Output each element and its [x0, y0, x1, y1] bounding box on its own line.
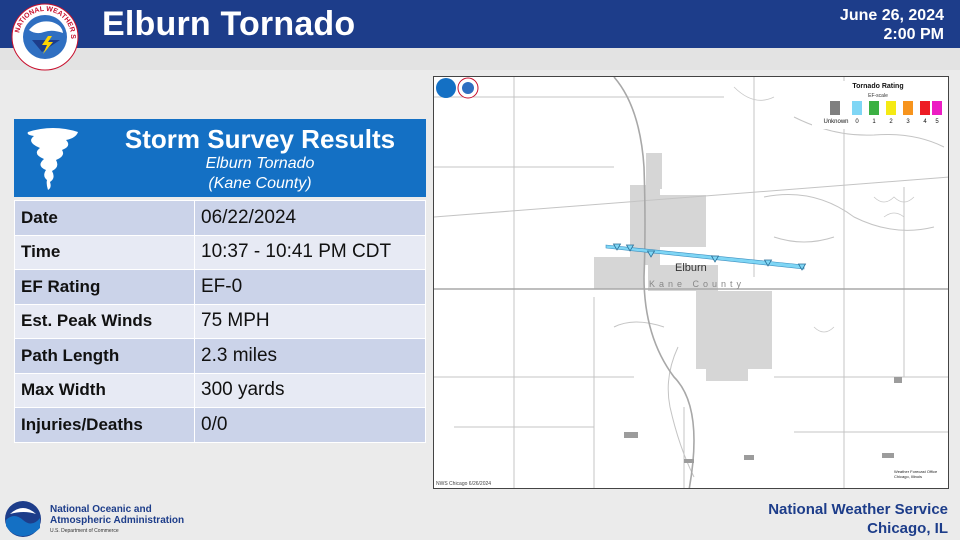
tornado-icon — [27, 128, 79, 190]
row-value: 0/0 — [194, 407, 426, 443]
header-strip — [0, 48, 960, 70]
legend-swatch — [903, 101, 913, 115]
track-marker — [646, 250, 656, 258]
legend-label: 3 — [906, 119, 910, 125]
row-value: 300 yards — [194, 372, 426, 408]
noaa-department: U.S. Department of Commerce — [50, 528, 119, 534]
footer-bar — [0, 497, 960, 540]
map-legend: Tornado Rating EF-scale Unknown 0 1 2 3 4 5 — [812, 81, 944, 129]
row-label: Est. Peak Winds — [14, 303, 195, 339]
legend-label: Unknown — [823, 119, 849, 125]
tornado-track — [605, 243, 807, 271]
row-label: Injuries/Deaths — [14, 407, 195, 443]
town-label: Elburn — [675, 262, 707, 274]
survey-subtitle: Elburn Tornado — [205, 155, 315, 172]
legend-swatch — [830, 101, 840, 115]
survey-results-table: Date 06/22/2024 Time 10:37 - 10:41 PM CD… — [14, 200, 426, 443]
legend-swatch — [920, 101, 930, 115]
header-bar — [0, 0, 960, 48]
track-marker — [625, 244, 635, 252]
noaa-logo — [5, 501, 41, 537]
survey-header: Storm Survey Results Elburn Tornado (Kan… — [14, 119, 426, 197]
legend-subtitle: EF-scale — [868, 93, 888, 99]
table-row: Path Length 2.3 miles — [14, 338, 426, 374]
row-value: 75 MPH — [194, 303, 426, 339]
highway — [434, 77, 948, 488]
office-text-line-2: Chicago, Illinois — [894, 474, 923, 479]
legend-swatch — [852, 101, 862, 115]
office-text: Weather Forecast Office Chicago, Illinoi… — [894, 469, 937, 479]
legend-label: 2 — [889, 119, 893, 125]
county-label: Kane County — [649, 279, 746, 289]
legend-swatch — [869, 101, 879, 115]
survey-title: Storm Survey Results — [124, 124, 396, 154]
row-value: 2.3 miles — [194, 338, 426, 374]
row-label: Max Width — [14, 372, 195, 408]
noaa-mini-icon — [436, 78, 456, 98]
legend-swatch — [886, 101, 896, 115]
legend-label: 5 — [935, 119, 939, 125]
row-label: Path Length — [14, 338, 195, 374]
header-date: June 26, 2024 — [839, 7, 944, 24]
map-credit: NWS Chicago 6/26/2024 — [436, 481, 492, 487]
row-label: EF Rating — [14, 269, 195, 305]
table-row: Max Width 300 yards — [14, 372, 426, 408]
table-row: Date 06/22/2024 — [14, 200, 426, 236]
legend-label: 0 — [855, 119, 859, 125]
nws-logo: NATIONAL WEATHER SERVICE — [8, 2, 79, 71]
track-marker — [763, 259, 773, 267]
noaa-name-line-1: National Oceanic and — [50, 504, 152, 515]
tornado-track-map[interactable]: Elburn Kane County Tornado Rating EF-sca… — [433, 76, 949, 489]
date-time: June 26, 2024 2:00 PM — [840, 6, 944, 44]
legend-swatch — [932, 101, 942, 115]
track-marker — [612, 243, 622, 251]
track-marker — [797, 263, 807, 271]
nws-office: National Weather Service Chicago, IL — [768, 500, 948, 538]
table-row: Injuries/Deaths 0/0 — [14, 407, 426, 443]
table-row: Est. Peak Winds 75 MPH — [14, 303, 426, 339]
legend-label: 4 — [923, 119, 927, 125]
nws-office-location: Chicago, IL — [867, 520, 948, 537]
office-logos — [436, 77, 479, 99]
row-value: 06/22/2024 — [194, 200, 426, 236]
legend-label: 1 — [872, 119, 876, 125]
nws-office-name: National Weather Service — [768, 501, 948, 518]
row-value: EF-0 — [194, 269, 426, 305]
page-title: Elburn Tornado — [102, 5, 356, 43]
noaa-name-line-2: Atmospheric Administration — [50, 515, 185, 526]
table-row: EF Rating EF-0 — [14, 269, 426, 305]
tornado-path — [605, 244, 805, 270]
survey-county: (Kane County) — [208, 175, 312, 192]
header-time: 2:00 PM — [883, 26, 944, 43]
buildings — [624, 377, 902, 463]
track-marker — [710, 255, 720, 263]
row-label: Date — [14, 200, 195, 236]
table-row: Time 10:37 - 10:41 PM CDT — [14, 234, 426, 270]
legend-title: Tornado Rating — [852, 83, 904, 90]
row-value: 10:37 - 10:41 PM CDT — [194, 234, 426, 270]
office-text-line-1: Weather Forecast Office — [894, 469, 938, 474]
row-label: Time — [14, 234, 195, 270]
